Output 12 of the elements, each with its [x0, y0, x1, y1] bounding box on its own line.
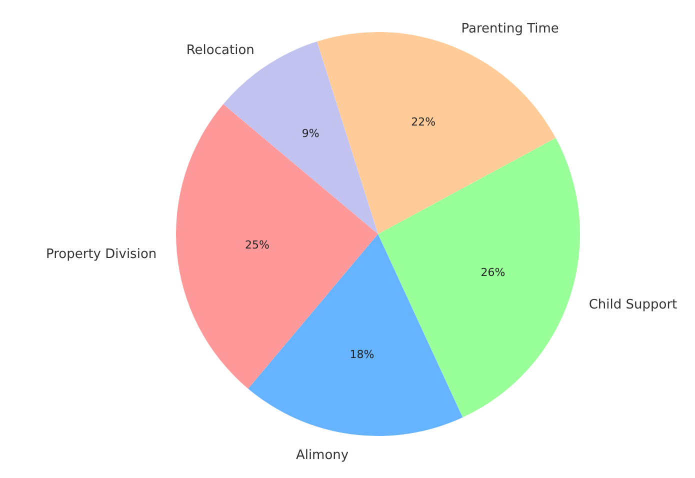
slice-label: Property Division: [46, 246, 157, 262]
data-label: 22%: [411, 115, 436, 128]
data-label: 26%: [480, 266, 506, 280]
data-label: 18%: [350, 348, 374, 361]
pie-slice: [176, 104, 378, 389]
data-label: 25%: [245, 238, 270, 252]
slice-label: Alimony: [296, 448, 349, 463]
slice-label: Parenting Time: [461, 22, 559, 37]
data-label: 9%: [302, 127, 320, 140]
pie-slice: [378, 138, 580, 418]
slice-label: Relocation: [186, 42, 254, 58]
slice-label: Child Support: [588, 298, 678, 313]
